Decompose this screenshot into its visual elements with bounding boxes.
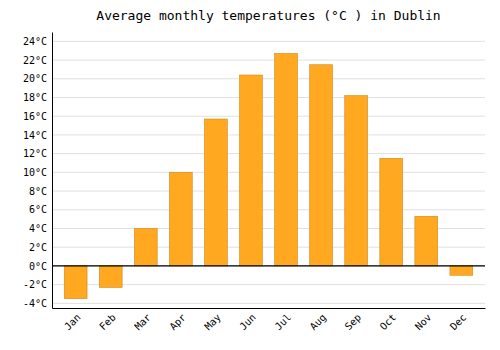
bar <box>380 158 403 266</box>
tick: Jan <box>62 308 83 332</box>
tick-label: 2°C <box>29 242 47 253</box>
tick: 20°C <box>23 73 52 84</box>
grid-line <box>52 265 485 266</box>
tick-label: Dec <box>448 312 469 333</box>
bar <box>134 228 157 265</box>
grid-line <box>52 303 485 304</box>
chart: -4°C -2°C 0°C 2°C 4°C 6°C 8°C 10°C 12°C 14°C 16°C 1… <box>0 0 500 350</box>
tick: -2°C <box>23 279 52 290</box>
tick-label: 16°C <box>23 111 47 122</box>
tick: 8°C <box>29 186 52 197</box>
x-axis: Jan Feb Mar Apr May Jun Jul Aug Sep Oct Nov Dec <box>53 308 486 332</box>
tick-label: 14°C <box>23 130 47 141</box>
y-axis: -4°C -2°C 0°C 2°C 4°C 6°C 8°C 10°C 12°C 14°C 16°C 1… <box>23 33 53 310</box>
tick: 0°C <box>29 261 52 272</box>
tick-label: Jun <box>237 312 258 333</box>
bar <box>240 75 263 266</box>
tick-label: May <box>202 312 223 333</box>
tick-label: 4°C <box>29 223 47 234</box>
tick-label: 20°C <box>23 73 47 84</box>
tick-label: Apr <box>167 312 188 333</box>
tick: 14°C <box>23 130 52 141</box>
grid-line <box>52 60 485 61</box>
grid-line <box>52 78 485 79</box>
tick-label: 6°C <box>29 204 47 215</box>
grid <box>52 41 485 303</box>
tick: 4°C <box>29 223 52 234</box>
tick: Aug <box>308 308 329 332</box>
bars <box>52 54 485 299</box>
grid-line <box>52 209 485 210</box>
grid-line <box>52 97 485 98</box>
tick-label: Aug <box>308 312 329 333</box>
tick-label: Oct <box>378 312 399 333</box>
tick: Jul <box>273 308 294 332</box>
grid-line <box>52 116 485 117</box>
tick: 10°C <box>23 167 52 178</box>
tick-label: Feb <box>97 312 118 333</box>
grid-line <box>52 41 485 42</box>
bar <box>450 266 473 275</box>
tick-label: 22°C <box>23 55 47 66</box>
title: Average monthly temperatures (°C ) in Du… <box>96 8 440 23</box>
tick-label: -4°C <box>23 298 47 309</box>
bar <box>205 119 228 266</box>
plot: -4°C -2°C 0°C 2°C 4°C 6°C 8°C 10°C 12°C 14°C 16°C 1… <box>23 33 486 333</box>
bar <box>415 216 438 266</box>
bar <box>99 266 122 288</box>
tick-label: 8°C <box>29 186 47 197</box>
tick: 16°C <box>23 111 52 122</box>
tick-label: Mar <box>132 312 153 333</box>
tick-label: -2°C <box>23 279 47 290</box>
tick: Dec <box>448 308 469 332</box>
tick: Nov <box>413 308 434 332</box>
tick: Mar <box>132 308 153 332</box>
tick: 18°C <box>23 92 52 103</box>
tick: May <box>202 308 223 332</box>
tick-label: Nov <box>413 312 434 333</box>
tick: Sep <box>343 308 364 332</box>
bar <box>310 65 333 266</box>
grid-line <box>52 172 485 173</box>
tick-label: 18°C <box>23 92 47 103</box>
tick-label: Jan <box>62 312 83 333</box>
tick: 24°C <box>23 36 52 47</box>
tick: 2°C <box>29 242 52 253</box>
grid-line <box>52 191 485 192</box>
grid-line <box>52 134 485 135</box>
tick-label: 24°C <box>23 36 47 47</box>
tick: 6°C <box>29 204 52 215</box>
tick: Apr <box>167 308 188 332</box>
tick: Oct <box>378 308 399 332</box>
bar <box>64 266 87 299</box>
tick-label: 0°C <box>29 261 47 272</box>
tick: 12°C <box>23 148 52 159</box>
tick-label: Sep <box>343 312 364 333</box>
bar <box>275 54 298 266</box>
bar <box>345 96 368 266</box>
bar <box>169 172 192 266</box>
tick: -4°C <box>23 298 52 309</box>
grid-line <box>52 153 485 154</box>
tick: 22°C <box>23 55 52 66</box>
zero-line <box>52 265 485 266</box>
tick-label: Jul <box>273 312 294 333</box>
axis-line <box>53 308 486 309</box>
tick-label: 12°C <box>23 148 47 159</box>
tick-label: 10°C <box>23 167 47 178</box>
tick: Feb <box>97 308 118 332</box>
axis-line <box>52 33 53 309</box>
tick: Jun <box>237 308 258 332</box>
